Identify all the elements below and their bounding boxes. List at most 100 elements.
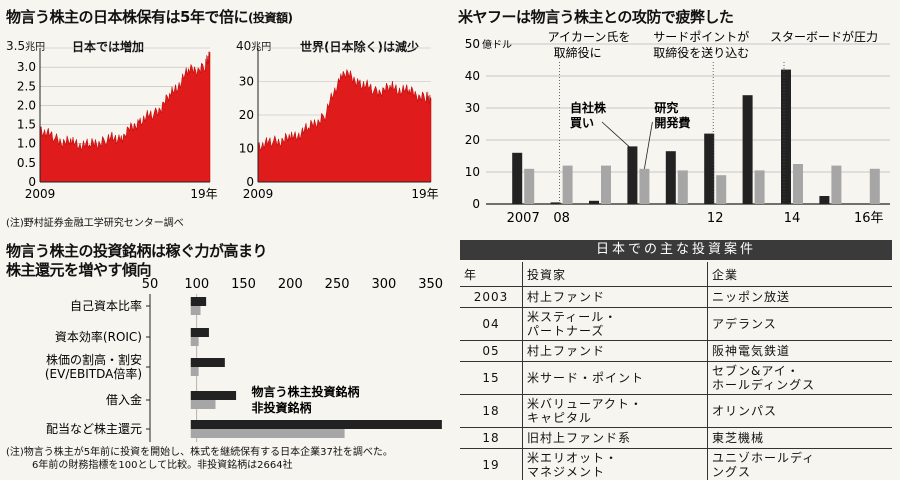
x-tick-start: 2009 [25,187,56,201]
cell-year: 19 [460,448,524,480]
p1-right-subtitle: 世界(日本除く)は減少 [300,40,419,54]
cell-year: 05 [460,340,524,362]
x-tick-start: 2009 [243,187,274,201]
bar-rnd [677,170,688,204]
cell-year-line: 05 [482,344,500,358]
table-row: 15 米サード・ポイント セブン&アイ・ ホールディングス [460,361,892,395]
category-label: 株価の割高・割安 [46,352,142,367]
y-tick-label: 1.5 [17,118,36,132]
cell-investor: 村上ファンド [522,340,708,362]
y-unit: 億ドル [482,38,512,51]
area-series [39,51,211,183]
cell-investor-line: 村上ファンド [527,344,606,358]
cell-company-line: セブン&アイ・ [712,364,800,378]
bar-rnd [869,168,880,204]
cell-year: 04 [460,307,524,341]
table-row: 05 村上ファンド 阪神電気鉄道 [460,340,892,362]
bar-buyback [665,151,676,204]
p1-note: (注)野村証券金融工学研究センター調べ [6,218,184,229]
bar-buyback [512,152,523,204]
x-tick-label: 2007 [507,211,540,226]
annot-starboard: スターボードが圧力 [770,29,878,44]
category-label: 資本効率(ROIC) [55,329,142,344]
cell-year-line: 04 [482,317,500,331]
bar-buyback [627,146,638,204]
p3-note-line1: (注)物言う株主が5年前に投資を開始し、株式を継続保有する日本企業37社を調べた… [6,447,393,458]
annot-icahn-1: アイカーン氏を [548,30,631,44]
cell-company: オリンパス [707,394,892,428]
bar-non-invested [190,367,199,376]
table-row: 2003 村上ファンド ニッポン放送 [460,286,892,308]
cell-investor-line: 米バリューアクト・ [527,397,643,411]
p1-left-unit-row: 3.5兆円 [6,38,45,53]
cell-company: アデランス [707,307,892,341]
cases-table: 年 投資家 企業 2003 村上ファンド ニッポン放送 04 米スティール・ パートナーズ… [460,262,892,480]
cell-company-line: ホールディングス [712,378,816,392]
cell-investor: 村上ファンド [522,286,708,308]
panel3-title-line1: 物言う株主の投資銘柄は稼ぐ力が高まり [6,242,268,260]
annot-thirdpoint-2: 取締役を送り込む [653,45,749,60]
bar-non-invested [190,429,345,438]
bar-buyback [704,133,715,204]
y-tick-label: 10 [239,142,254,156]
y-tick-label: 0 [246,175,254,189]
x-tick-label: 200 [278,277,303,292]
bar-invested [190,391,237,400]
bar-invested [190,420,442,429]
bar-non-invested [190,306,201,315]
cell-company-line: オリンパス [712,404,778,418]
bar-buyback [589,200,599,204]
panel1-title: 物言う株主の日本株保有は5年で倍に(投資額) [6,8,293,26]
cell-year-line: 15 [482,371,500,385]
bar-rnd [754,170,765,204]
bar-rnd [601,165,611,204]
cell-year-line: 18 [482,404,500,418]
cell-investor: 旧村上ファンド系 [522,427,708,449]
p1-left-unit-first-tick: 3.5 [6,39,26,53]
y-tick-label: 2.0 [17,98,36,112]
cell-company-line: ニッポン放送 [712,290,791,304]
legend-leader-rnd [644,121,653,169]
legend-invested: 物言う株主投資銘柄 [252,384,360,399]
legend-non-invested: 非投資銘柄 [252,400,312,415]
category-label: 借入金 [106,392,142,407]
bar-rnd [716,175,727,204]
x-tick-label: 300 [371,277,396,292]
cell-investor-line: キャピタル [527,411,593,425]
cell-year-line: 19 [482,458,500,472]
col-investor: 投資家 [522,262,708,287]
table-row: 04 米スティール・ パートナーズ アデランス [460,307,892,341]
p1-left-subtitle: 日本では増加 [72,40,145,54]
table-row: 19 米エリオット・ マネジメント ユニゾホールディ ングス [460,448,892,480]
cases-table-colheader: 年 投資家 企業 [460,262,892,287]
bar-rnd [831,165,842,204]
bar-non-invested [190,400,216,409]
bar-rnd [524,168,535,204]
p1-right-unit: 兆円 [251,42,272,53]
y-tick-label: 0 [472,197,480,211]
y-tick-label: 2.5 [17,79,36,93]
legend-buyback-2: 買い [570,116,594,130]
x-tick-end: 19年 [190,187,217,201]
cell-company-line: ユニゾホールディ [712,451,816,465]
p1-right-unit-row: 40兆円 [236,38,271,53]
bar-buyback [781,69,791,204]
y-tick-label: 40 [465,69,480,83]
cell-investor-line: パートナーズ [527,324,605,338]
legend-rnd-1: 研究 [654,100,678,115]
bar-rnd [639,168,650,204]
col-year: 年 [460,262,524,287]
x-tick-label: 12 [707,211,724,226]
x-tick-end: 19年 [411,187,438,201]
cell-investor-line: 米サード・ポイント [527,371,645,385]
x-tick-label: 16年 [854,211,884,226]
cell-company-line: 東芝機械 [712,431,765,445]
legend-rnd-2: 開発費 [654,115,690,130]
cell-investor-line: 旧村上ファンド系 [527,431,632,445]
y-tick-label: 1.0 [17,137,36,151]
cell-investor: 米バリューアクト・ キャピタル [522,394,708,428]
cell-year: 2003 [460,286,524,308]
cell-investor-line: 村上ファンド [527,290,606,304]
x-tick-label: 250 [325,277,350,292]
